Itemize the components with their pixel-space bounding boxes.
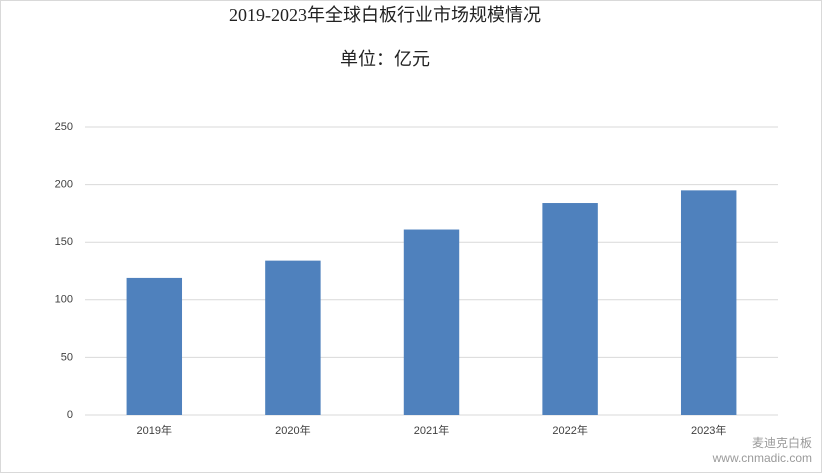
bar — [403, 229, 460, 415]
y-tick-label: 200 — [55, 179, 73, 191]
bar — [542, 203, 598, 415]
bar — [680, 190, 737, 415]
x-tick-label: 2023年 — [691, 423, 726, 437]
x-tick-label: 2020年 — [275, 423, 310, 437]
y-tick-label: 150 — [55, 236, 73, 248]
watermark-url: www.cnmadic.com — [712, 451, 812, 465]
y-tick-label: 0 — [67, 409, 73, 421]
bar — [265, 260, 321, 415]
y-tick-label: 50 — [61, 351, 73, 363]
x-tick-label: 2022年 — [552, 423, 587, 437]
y-tick-label: 100 — [55, 294, 73, 306]
chart-title: 2019-2023年全球白板行业市场规模情况 — [229, 5, 541, 25]
x-tick-label: 2019年 — [137, 423, 172, 437]
bar — [126, 277, 183, 415]
x-tick-label: 2021年 — [414, 423, 449, 437]
y-tick-label: 250 — [55, 121, 73, 133]
chart-subtitle: 单位：亿元 — [340, 49, 430, 69]
watermark-brand: 麦迪克白板 — [752, 435, 812, 450]
